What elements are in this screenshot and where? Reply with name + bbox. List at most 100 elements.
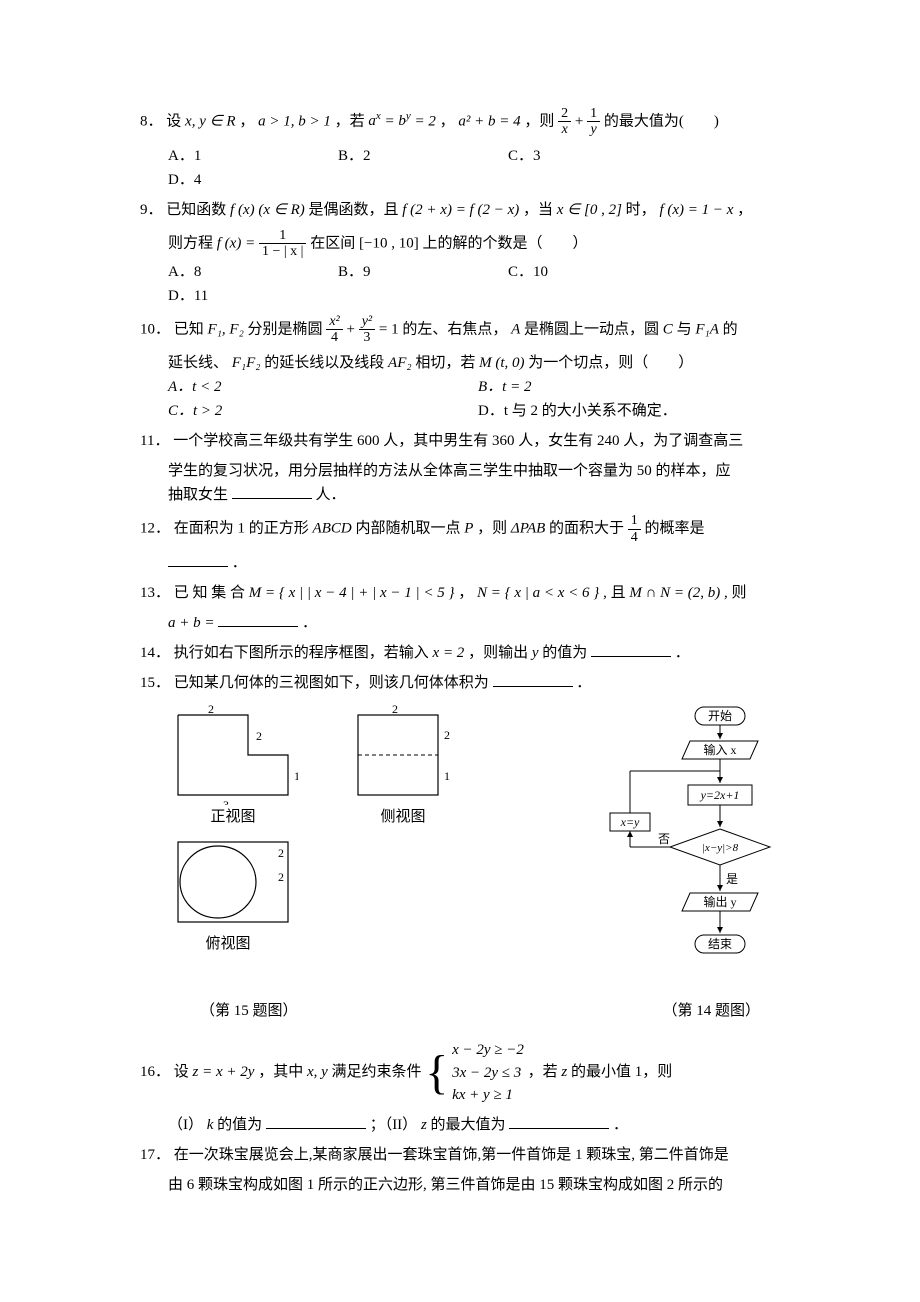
t: 抽取女生 [168,487,228,503]
t: ，则输出 [468,645,528,661]
m: z [421,1117,427,1133]
m: f (x) = 1 − x [659,202,733,218]
svg-text:2: 2 [444,728,450,742]
label: 正视图 [168,805,298,829]
front-view: 2 2 3 1 正视图 [168,705,298,829]
q15-num: 15． [140,675,170,691]
opt-a: A．1 [168,144,338,168]
svg-text:3: 3 [223,798,229,805]
m: [−10 , 10] [359,235,419,251]
caption-15: （第 15 题图） [200,999,298,1023]
m: ABCD [313,521,352,537]
m: k [207,1117,214,1133]
question-14: 14． 执行如右下图所示的程序框图，若输入 x = 2 ，则输出 y 的值为 ． [140,641,800,665]
t: 的面积大于 [549,521,624,537]
svg-text:输出 y: 输出 y [703,894,736,909]
svg-text:2: 2 [208,705,214,716]
m: = 1 [379,321,399,337]
t: 的概率是 [645,521,705,537]
question-8: 8． 设 x, y ∈ R ， a > 1, b > 1 ，若 ax = by … [140,106,800,138]
frac: 2x [558,106,571,138]
question-9: 9． 已知函数 f (x) (x ∈ R) 是偶函数，且 f (2 + x) =… [140,198,800,222]
question-13: 13． 已 知 集 合 M = { x | | x − 4 | + | x − … [140,581,800,605]
svg-text:1: 1 [444,769,450,783]
t: 与 [677,321,692,337]
t: 人． [316,487,346,503]
t: ， [737,202,752,218]
q9-line2: 则方程 f (x) = 11 − | x | 在区间 [−10 , 10] 上的… [140,228,800,260]
t: ；（II） [370,1117,418,1133]
t: 的最大值为( ) [604,113,719,129]
frac: x²4 [326,314,342,346]
t: 满足约束条件 [332,1064,422,1080]
m: AF₂ [388,355,412,371]
question-10: 10． 已知 F₁, F₂ 分别是椭圆 x²4 + y²3 = 1 的左、右焦点… [140,314,800,346]
opt-d: D．11 [168,284,338,308]
svg-text:否: 否 [658,832,670,846]
t: ，则 [524,113,554,129]
t: 分别是椭圆 [248,321,323,337]
m: M ∩ N = (2, b) [629,585,720,601]
opt-b: B．2 [338,144,508,168]
m: F₁, F₂ [208,321,244,337]
svg-text:x=y: x=y [620,815,640,829]
q10-options: A．t < 2 B．t = 2 [140,375,800,399]
eq: x − 2y ≥ −2 [452,1039,524,1062]
m: M (t, 0) [479,355,524,371]
m: x = 2 [433,645,465,661]
svg-text:2: 2 [392,705,398,716]
t: ， [458,585,477,601]
opt-a: A．8 [168,260,338,284]
flowchart: 开始 输入 x y=2x+1 x=y |x−y|>8 否 是 [590,705,800,995]
svg-text:1: 1 [294,769,298,783]
svg-text:2: 2 [256,729,262,743]
t: 一个学校高三年级共有学生 600 人，其中男生有 360 人，女生有 240 人… [173,433,743,449]
m: x, y ∈ R [185,113,236,129]
t: 设 [174,1064,189,1080]
top-view-svg: 2 2 [168,837,308,932]
label: 俯视图 [168,932,288,956]
t: 执行如右下图所示的程序框图，若输入 [174,645,429,661]
t: ． [613,1117,628,1133]
caption-14: （第 14 题图） [662,999,760,1023]
m: f (x) = [217,235,255,251]
t: 为一个切点，则（ ） [528,355,693,371]
svg-text:2: 2 [278,846,284,860]
t: 在区间 [310,235,355,251]
t: 已 知 集 合 [174,585,249,601]
t: 内部随机取一点 [355,521,460,537]
m: x ∈ [0 , 2] [557,202,622,218]
question-12: 12． 在面积为 1 的正方形 ABCD 内部随机取一点 P ，则 ΔPAB 的… [140,513,800,545]
t: 在面积为 1 的正方形 [174,521,309,537]
m: N = { x | a < x < 6 } [477,585,599,601]
m: z = x + 2y [193,1064,255,1080]
opt-b: B．t = 2 [478,375,788,399]
t: , 则 [724,585,747,601]
q13-num: 13． [140,585,170,601]
t: 的左、右焦点， [402,321,507,337]
q11-num: 11． [140,433,169,449]
top-view: 2 2 俯视图 [168,837,458,956]
q11-l2: 学生的复习状况，用分层抽样的方法从全体高三学生中抽取一个容量为 50 的样本，应 [140,459,800,483]
t: 的延长线以及线段 [264,355,384,371]
blank [493,672,573,687]
frac: 1y [587,106,600,138]
m: ΔPAB [511,521,545,537]
t: 的值为 [542,645,587,661]
svg-text:y=2x+1: y=2x+1 [700,788,740,802]
q10-num: 10． [140,321,170,337]
t: ，若 [528,1064,558,1080]
front-view-svg: 2 2 3 1 [168,705,298,805]
t: 是椭圆上一动点，圆 [524,321,659,337]
opt-c: C．10 [508,260,678,284]
blank [168,552,228,567]
q14-num: 14． [140,645,170,661]
t: 的 [723,321,738,337]
t: 在一次珠宝展览会上,某商家展出一套珠宝首饰,第一件首饰是 1 颗珠宝, 第二件首… [174,1147,729,1163]
eq: kx + y ≥ 1 [452,1084,524,1107]
t: 已知函数 [166,202,226,218]
svg-text:开始: 开始 [708,709,732,723]
svg-text:2: 2 [278,870,284,884]
question-15: 15． 已知某几何体的三视图如下，则该几何体体积为 ． [140,671,800,695]
t: ． [302,615,317,631]
